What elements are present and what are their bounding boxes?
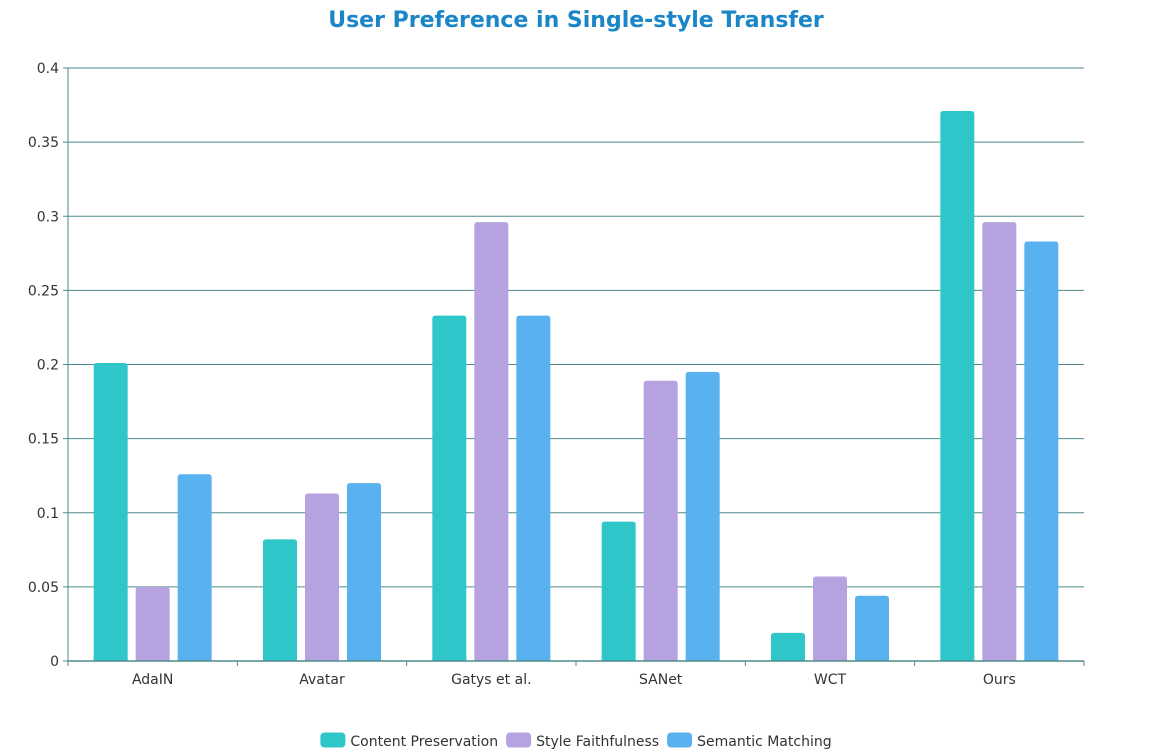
bar-content-preservation-sanet[interactable] bbox=[601, 521, 636, 661]
legend-label: Content Preservation bbox=[350, 734, 498, 750]
x-tick-label: Ours bbox=[983, 672, 1016, 688]
x-tick-label: AdaIN bbox=[132, 672, 173, 688]
legend[interactable]: Content Preservation Style Faithfulness Se… bbox=[320, 732, 832, 751]
bars bbox=[93, 110, 1059, 662]
y-tick-label: 0.05 bbox=[28, 580, 59, 596]
grid-lines bbox=[68, 67, 1084, 588]
y-tick-label: 0.35 bbox=[28, 135, 59, 151]
y-tick-label: 0.1 bbox=[37, 506, 59, 522]
legend-item-content-preservation[interactable]: Content Preservation bbox=[320, 732, 498, 751]
bar-semantic-matching-ours[interactable] bbox=[1024, 241, 1059, 661]
y-tick-label: 0 bbox=[50, 654, 59, 670]
legend-swatch bbox=[506, 732, 532, 748]
bar-semantic-matching-gatys-et-al-[interactable] bbox=[516, 315, 551, 661]
legend-swatch bbox=[667, 732, 693, 748]
x-tick-label: WCT bbox=[814, 672, 847, 688]
bar-content-preservation-ours[interactable] bbox=[940, 110, 975, 662]
bar-style-faithfulness-wct[interactable] bbox=[813, 576, 847, 661]
x-tick-label: SANet bbox=[639, 672, 683, 688]
legend-label: Style Faithfulness bbox=[536, 734, 659, 750]
bar-content-preservation-avatar[interactable] bbox=[263, 539, 297, 661]
legend-item-style-faithfulness[interactable]: Style Faithfulness bbox=[506, 732, 659, 751]
bar-semantic-matching-avatar[interactable] bbox=[347, 483, 381, 661]
x-tick-label: Gatys et al. bbox=[451, 672, 531, 688]
y-tick-label: 0.25 bbox=[28, 283, 59, 299]
bar-style-faithfulness-adain[interactable] bbox=[135, 586, 170, 661]
axes: 0 0.05 0.1 0.15 0.2 0.25 0.3 0.35 0.4 AdaIN Avatar… bbox=[28, 61, 1085, 688]
bar-content-preservation-adain[interactable] bbox=[93, 363, 128, 661]
bar-content-preservation-gatys-et-al-[interactable] bbox=[432, 315, 467, 661]
x-tick-label: Avatar bbox=[299, 672, 345, 688]
bar-content-preservation-wct[interactable] bbox=[771, 632, 805, 661]
legend-label: Semantic Matching bbox=[697, 734, 831, 750]
y-tick-label: 0.2 bbox=[37, 358, 59, 374]
y-tick-label: 0.3 bbox=[37, 209, 59, 225]
bar-style-faithfulness-sanet[interactable] bbox=[643, 380, 678, 661]
y-tick-label: 0.4 bbox=[37, 61, 59, 77]
bar-semantic-matching-wct[interactable] bbox=[855, 595, 889, 661]
bar-semantic-matching-adain[interactable] bbox=[177, 474, 212, 661]
y-tick-label: 0.15 bbox=[28, 432, 59, 448]
bar-style-faithfulness-gatys-et-al-[interactable] bbox=[474, 222, 509, 661]
chart-title: User Preference in Single-style Transfer bbox=[328, 8, 824, 33]
bar-style-faithfulness-ours[interactable] bbox=[982, 222, 1017, 661]
legend-swatch bbox=[320, 732, 346, 748]
legend-item-semantic-matching[interactable]: Semantic Matching bbox=[667, 732, 832, 751]
bar-semantic-matching-sanet[interactable] bbox=[685, 371, 720, 661]
bar-style-faithfulness-avatar[interactable] bbox=[305, 493, 339, 661]
